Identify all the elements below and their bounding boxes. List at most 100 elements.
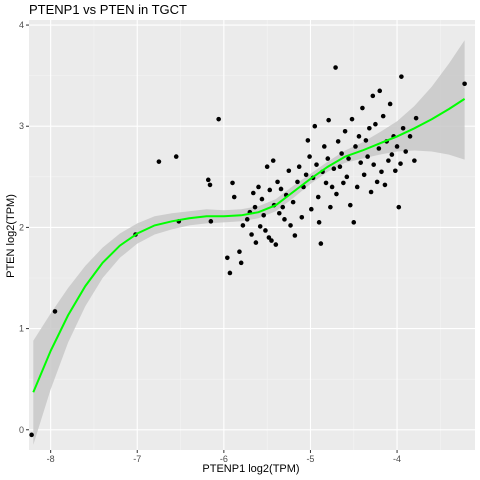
- data-point: [230, 180, 235, 186]
- y-tick-label: 3: [19, 121, 24, 131]
- data-point: [295, 179, 300, 185]
- data-point: [290, 199, 296, 205]
- data-point: [269, 238, 274, 243]
- smooth-trend-line: [32, 98, 466, 393]
- data-point: [237, 249, 242, 254]
- data-point: [249, 232, 254, 237]
- data-point: [261, 212, 266, 218]
- data-point: [377, 88, 383, 94]
- data-point: [462, 81, 467, 87]
- x-tick-label: -7: [133, 454, 141, 464]
- data-point: [368, 189, 374, 195]
- data-point: [326, 117, 331, 123]
- y-tick-label: 4: [19, 20, 24, 30]
- data-point: [173, 154, 179, 159]
- data-point: [365, 154, 370, 159]
- data-point: [331, 166, 337, 172]
- x-tick-label: -4: [393, 454, 401, 464]
- data-point: [379, 169, 384, 175]
- data-point: [312, 123, 318, 129]
- data-point: [341, 180, 346, 186]
- data-point: [315, 194, 321, 200]
- data-point: [299, 214, 305, 220]
- data-point: [342, 128, 348, 134]
- data-point: [270, 158, 276, 163]
- data-point: [400, 125, 406, 131]
- data-point: [238, 260, 244, 266]
- data-point: [288, 223, 293, 228]
- data-point: [398, 161, 403, 166]
- data-point: [356, 134, 362, 139]
- data-point: [360, 105, 365, 111]
- data-point: [256, 184, 261, 190]
- data-point: [358, 160, 363, 165]
- data-point: [205, 177, 211, 183]
- data-point: [282, 217, 287, 222]
- y-tick-label: 0: [19, 425, 24, 435]
- data-point: [286, 168, 292, 174]
- data-point: [264, 164, 270, 170]
- data-point: [259, 196, 265, 202]
- data-point: [29, 432, 34, 438]
- data-point: [240, 223, 246, 228]
- data-point: [373, 121, 378, 127]
- data-point: [382, 182, 388, 188]
- data-point: [333, 65, 338, 70]
- data-point: [276, 210, 282, 216]
- data-point: [337, 164, 343, 170]
- data-point: [399, 74, 404, 79]
- chart-title: PTENP1 vs PTEN in TGCT: [29, 2, 187, 17]
- data-point: [305, 138, 311, 143]
- data-point: [257, 224, 263, 229]
- data-point: [253, 240, 259, 245]
- data-point: [292, 233, 298, 238]
- data-point: [344, 174, 350, 180]
- data-point: [208, 219, 214, 224]
- data-point: [329, 184, 335, 190]
- x-axis: -8-7-6-5-4-3: [47, 450, 480, 464]
- data-point: [309, 206, 314, 212]
- data-point: [387, 101, 393, 107]
- data-point: [250, 190, 256, 196]
- data-point: [394, 144, 400, 149]
- minor-gridlines: [29, 20, 475, 450]
- data-point: [361, 172, 367, 178]
- data-point: [227, 270, 233, 276]
- data-point: [380, 113, 386, 119]
- data-point: [322, 144, 327, 149]
- data-point: [353, 144, 358, 149]
- data-point: [318, 241, 324, 246]
- data-point: [354, 184, 360, 190]
- x-tick-label: -8: [47, 454, 55, 464]
- data-point: [351, 220, 357, 225]
- data-point: [307, 154, 312, 159]
- y-axis-title: PTEN log2(TPM): [5, 194, 17, 278]
- data-point: [280, 204, 286, 210]
- data-point: [252, 204, 258, 210]
- data-point: [363, 138, 369, 143]
- x-tick-label: -5: [306, 454, 314, 464]
- x-axis-title: PTENP1 log2(TPM): [202, 463, 299, 475]
- data-point: [335, 139, 341, 144]
- data-point: [328, 204, 333, 210]
- data-point: [374, 179, 380, 185]
- data-point: [403, 149, 409, 154]
- data-point: [244, 217, 250, 222]
- data-point: [376, 146, 382, 151]
- data-point: [263, 228, 268, 233]
- data-point: [314, 162, 319, 167]
- data-point: [393, 168, 398, 174]
- data-point: [231, 194, 237, 200]
- y-tick-label: 1: [19, 324, 24, 334]
- data-point: [278, 186, 284, 192]
- data-point: [156, 159, 162, 164]
- data-point: [267, 187, 273, 193]
- data-point: [216, 116, 221, 122]
- data-point: [316, 220, 322, 225]
- data-point: [346, 156, 351, 161]
- data-points: [29, 65, 467, 438]
- data-point: [371, 162, 376, 167]
- data-point: [367, 125, 372, 131]
- data-point: [225, 255, 230, 261]
- data-point: [339, 151, 344, 156]
